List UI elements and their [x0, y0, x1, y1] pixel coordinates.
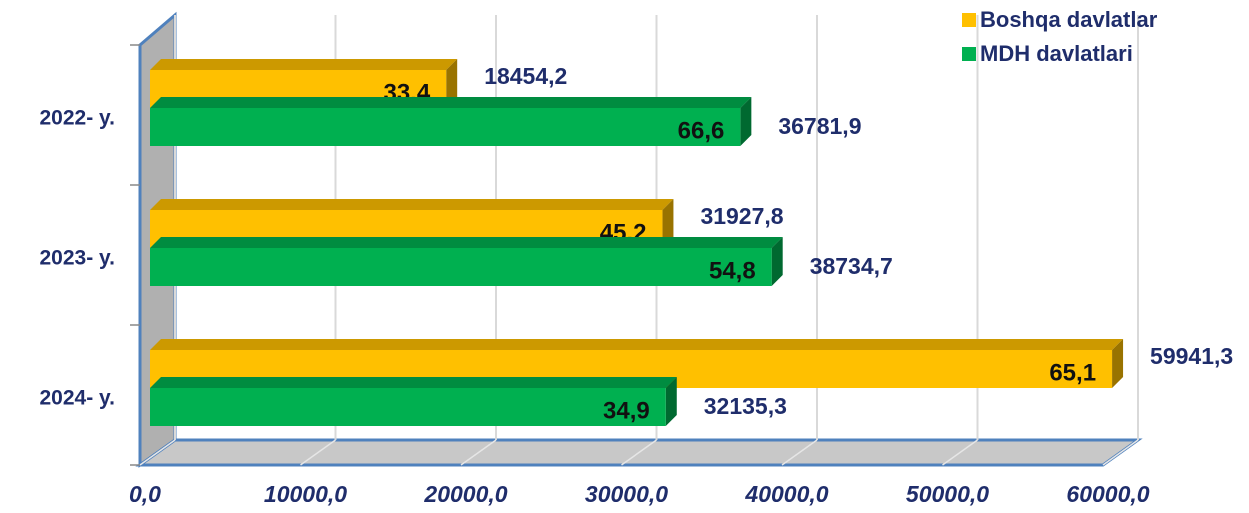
bar-side: [446, 59, 458, 108]
floor-line: [942, 439, 978, 466]
value-label: 31927,8: [700, 203, 783, 229]
value-label: 32135,3: [704, 393, 787, 419]
value-label: 59941,3: [1150, 343, 1233, 369]
value-label: 36781,9: [778, 113, 861, 139]
floor-line: [1102, 439, 1139, 466]
share-label: 66,6: [678, 117, 725, 144]
x-tick-label: 60000,0: [1066, 481, 1149, 507]
bar-top: [150, 59, 458, 70]
bar-top: [150, 377, 677, 388]
floor-line: [460, 439, 497, 466]
y-tick-label: 2023- y.: [40, 247, 116, 270]
share-label: 54,8: [709, 257, 756, 284]
bar-top: [150, 339, 1124, 350]
legend-label: Boshqa davlatlar: [980, 7, 1158, 32]
bar: [150, 108, 741, 146]
x-tick-label: 50000,0: [906, 481, 989, 507]
bar-top: [150, 97, 752, 108]
bar-side: [1112, 339, 1124, 388]
legend-swatch: [962, 13, 976, 27]
bar-side: [740, 97, 752, 146]
floor-line: [139, 439, 176, 466]
x-tick-label: 20000,0: [423, 481, 507, 507]
share-label: 34,9: [603, 397, 650, 424]
bar-top: [150, 237, 783, 248]
legend-label: MDH davlatlari: [980, 41, 1133, 66]
bar-side: [665, 377, 677, 426]
bar: [150, 388, 666, 426]
value-label: 38734,7: [810, 253, 893, 279]
value-label: 18454,2: [484, 63, 567, 89]
floor-line: [781, 439, 818, 466]
bar-side: [771, 237, 783, 286]
y-tick-label: 2024- y.: [40, 387, 116, 410]
x-tick-label: 30000,0: [585, 481, 668, 507]
x-tick-label: 10000,0: [264, 481, 347, 507]
share-label: 65,1: [1049, 359, 1096, 386]
bar: [150, 248, 772, 286]
legend-swatch: [962, 47, 976, 61]
floor-line: [621, 439, 657, 466]
floor-line: [300, 439, 336, 466]
x-tick-label: 0,0: [129, 481, 161, 507]
y-tick-label: 2022- y.: [40, 107, 116, 130]
bar-top: [150, 199, 674, 210]
x-tick-label: 40000,0: [744, 481, 828, 507]
bar-side: [662, 199, 674, 248]
